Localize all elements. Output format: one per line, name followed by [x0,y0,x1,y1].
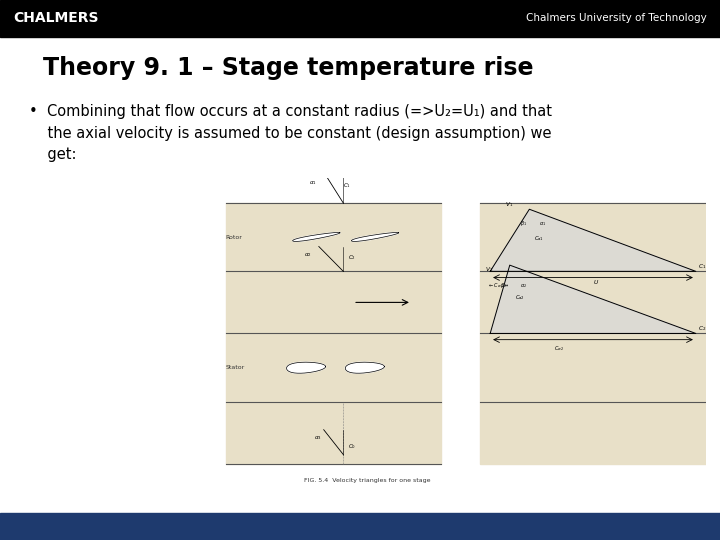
Text: $\alpha_1$: $\alpha_1$ [539,220,546,228]
Text: $C_0$: $C_0$ [348,442,356,451]
Text: $U$: $U$ [593,278,599,286]
Bar [480,203,706,464]
Text: $\beta_1$: $\beta_1$ [520,219,526,228]
Polygon shape [346,362,384,373]
Text: •  Combining that flow occurs at a constant radius (=>U₂=U₁) and that: • Combining that flow occurs at a consta… [29,104,552,119]
Text: $C_1$: $C_1$ [698,262,706,271]
Text: FIG. 5.4  Velocity triangles for one stage: FIG. 5.4 Velocity triangles for one stag… [304,478,431,483]
Text: CHALMERS: CHALMERS [13,11,99,25]
Text: $\alpha_2$: $\alpha_2$ [520,282,526,290]
Text: Rotor: Rotor [226,235,243,240]
Text: $C_2$: $C_2$ [698,325,706,333]
Text: $\alpha_3$: $\alpha_3$ [314,434,322,442]
Text: $C_1$: $C_1$ [343,181,351,191]
Text: $V_1$: $V_1$ [505,200,513,209]
Text: $C_{w2}$: $C_{w2}$ [554,345,564,353]
Text: Stator: Stator [226,365,245,370]
Bar [226,203,441,464]
Bar [0,0,720,37]
Bar [0,513,720,540]
Text: $C_{a2}$: $C_{a2}$ [515,293,525,302]
Polygon shape [490,265,696,334]
Text: $\alpha_2$: $\alpha_2$ [304,251,312,259]
Text: $\alpha_1$: $\alpha_1$ [309,179,317,187]
Text: Chalmers University of Technology: Chalmers University of Technology [526,14,707,23]
Text: $V_2$: $V_2$ [485,265,493,274]
Text: $C_2$: $C_2$ [348,253,356,262]
Text: $\leftarrow C_{w1} \rightarrow$: $\leftarrow C_{w1} \rightarrow$ [487,281,509,290]
Polygon shape [490,210,696,271]
Text: Theory 9. 1 – Stage temperature rise: Theory 9. 1 – Stage temperature rise [43,56,534,79]
Polygon shape [287,362,325,373]
Polygon shape [351,232,399,241]
Text: get:: get: [29,147,76,162]
Text: $\beta_2$: $\beta_2$ [500,281,507,290]
Text: the axial velocity is assumed to be constant (design assumption) we: the axial velocity is assumed to be cons… [29,126,552,141]
Text: $C_{a1}$: $C_{a1}$ [534,234,544,243]
Polygon shape [292,232,340,241]
